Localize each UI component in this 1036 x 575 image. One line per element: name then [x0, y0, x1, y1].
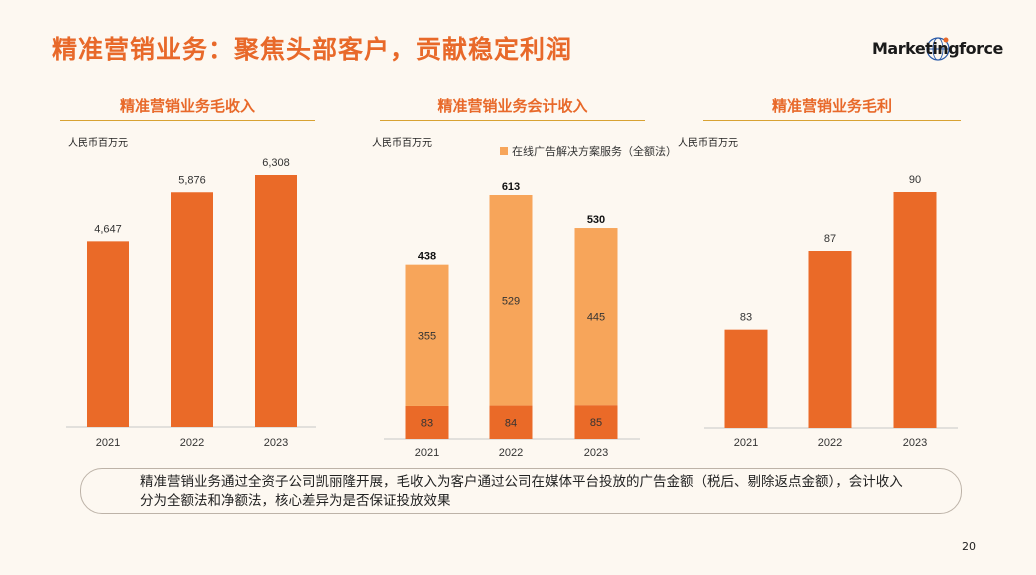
chart3-title: 精准营销业务毛利: [771, 97, 892, 115]
chart2-total-label: 438: [418, 251, 436, 263]
chart2-legend: 在线广告解决方案服务（全额法）: [500, 143, 677, 161]
chart1-unit: 人民币百万元: [68, 138, 128, 149]
chart2-total-label: 530: [587, 214, 605, 226]
chart3-data-label: 83: [740, 312, 752, 324]
chart3-bar-2022: [808, 251, 852, 428]
chart2-title-underline: [380, 120, 645, 121]
chart1-data-label: 6,308: [262, 157, 290, 169]
chart2-bar-gross-2022: [489, 195, 533, 406]
chart1-tick-label: 2021: [96, 437, 120, 449]
chart2-total-label: 613: [502, 181, 520, 193]
chart3-title-underline: [703, 120, 961, 121]
chart1-data-label: 4,647: [94, 223, 122, 235]
chart2-net-label: 85: [590, 417, 602, 429]
chart3-tick-label: 2022: [818, 437, 842, 449]
chart3-bar-2023: [893, 192, 937, 428]
chart2-gross-label: 529: [502, 295, 520, 307]
logo-text: Marketingforce: [872, 39, 1003, 58]
chart2-net-label: 83: [421, 417, 433, 429]
chart2-tick-label: 2022: [499, 447, 523, 459]
legend-label: 在线广告解决方案服务（全额法）: [512, 145, 677, 158]
chart3-unit: 人民币百万元: [678, 138, 738, 149]
chart2-tick-label: 2023: [584, 447, 608, 459]
chart3-data-label: 90: [909, 174, 921, 186]
page-number: 20: [962, 540, 976, 553]
chart1-title-underline: [60, 120, 315, 121]
chart3-tick-label: 2021: [734, 437, 758, 449]
page-title: 精准营销业务：聚焦头部客户，贡献稳定利润: [52, 35, 573, 64]
chart1-data-label: 5,876: [178, 174, 206, 186]
chart2-bar-net-2021: [405, 405, 449, 439]
chart2-gross-label: 445: [587, 312, 605, 324]
chart2-bar-net-2022: [489, 405, 533, 439]
chart1-bar-2022: [171, 192, 213, 427]
chart1-title: 精准营销业务毛收入: [119, 97, 255, 115]
chart1-tick-label: 2023: [264, 437, 288, 449]
chart3-tick-label: 2023: [903, 437, 927, 449]
chart3-bar-2021: [724, 329, 768, 428]
chart1-tick-label: 2022: [180, 437, 204, 449]
legend-swatch: [500, 147, 508, 155]
chart2-tick-label: 2021: [415, 447, 439, 459]
chart2-unit: 人民币百万元: [372, 138, 432, 149]
chart2-net-label: 84: [505, 417, 517, 429]
chart2-gross-label: 355: [418, 330, 436, 342]
logo-globe-icon: [926, 37, 950, 61]
chart2-bar-gross-2021: [405, 264, 449, 406]
company-logo: Marketingforce: [872, 36, 1003, 66]
chart2-bar-gross-2023: [574, 228, 618, 406]
chart2-bar-net-2023: [574, 405, 618, 439]
chart1-bar-2023: [255, 175, 297, 427]
chart3-data-label: 87: [824, 233, 836, 245]
chart1-bar-2021: [87, 241, 129, 427]
note-text: 精准营销业务通过全资子公司凯丽隆开展，毛收入为客户通过公司在媒体平台投放的广告金…: [140, 474, 903, 509]
chart2-title: 精准营销业务会计收入: [437, 97, 588, 115]
note-box: [80, 468, 962, 514]
